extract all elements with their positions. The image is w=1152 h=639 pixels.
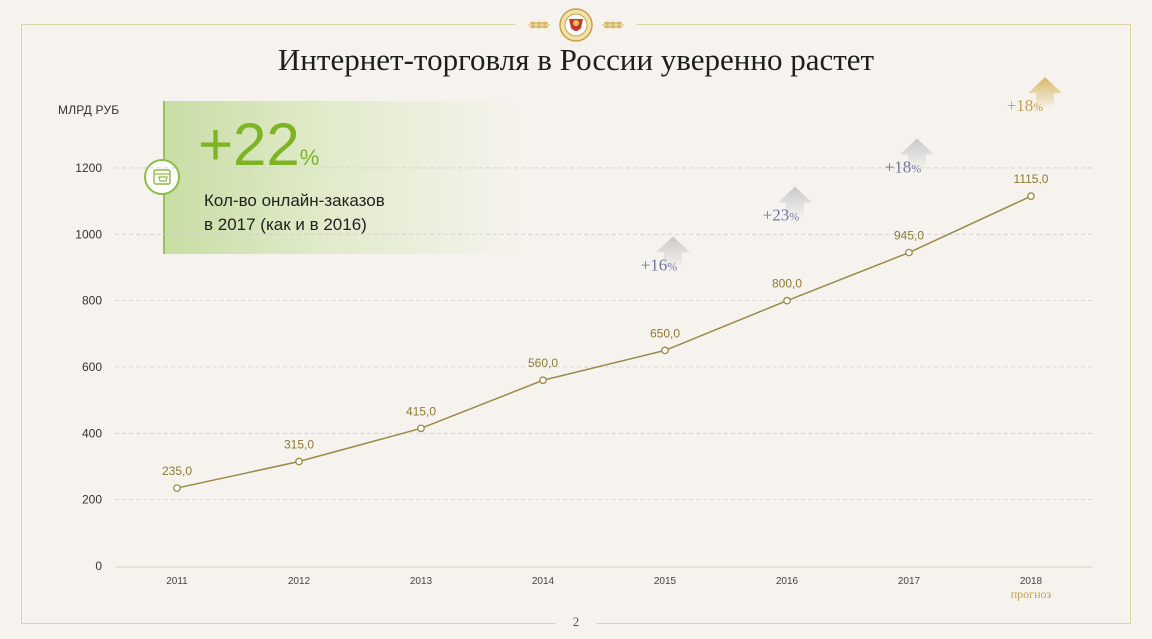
callout-badge [144,159,180,195]
x-tick-label: 2013 [410,576,433,587]
callout-line-2: в 2017 (как и в 2016) [204,215,367,234]
callout-text: Кол-во онлайн-заказов в 2017 (как и в 20… [204,189,385,237]
callout-panel [163,101,525,254]
data-point [1027,192,1035,201]
data-label: 415,0 [406,404,436,418]
y-tick-label: 0 [95,559,102,573]
x-tick-label: 2016 [776,576,799,587]
data-label: 945,0 [894,229,924,243]
y-tick-label: 200 [82,493,102,507]
data-point [661,346,669,355]
x-tick-label: 2018 [1020,576,1043,587]
data-point [539,376,547,385]
page-number: 2 [556,614,596,630]
x-tick-label: 2017 [898,576,921,587]
emblem-icon [559,8,593,42]
x-tick-label: 2012 [288,576,311,587]
page-title: Интернет-торговля в России уверенно раст… [277,42,875,77]
data-label: 800,0 [772,277,802,291]
growth-label: +18% [1007,96,1044,115]
growth-label: +16% [641,255,678,274]
y-tick-label: 400 [82,426,102,440]
growth-arrow-icon [900,138,934,171]
y-tick-label: 800 [82,294,102,308]
wheat-left-icon [528,21,550,29]
callout-value-number: +22 [198,111,300,178]
wheat-right-icon [602,21,624,29]
x-tick-label: 2011 [166,576,188,587]
growth-arrow-icon [656,236,690,269]
cart-icon [153,169,171,185]
y-tick-label: 1200 [75,161,102,175]
callout-value: +22% [198,115,319,175]
header-ornament [516,4,636,46]
growth-label: +18% [885,158,922,177]
data-point [417,424,425,433]
y-axis-unit: МЛРД РУБ [58,103,120,117]
data-point [783,296,791,305]
data-point [295,457,303,466]
growth-label: +23% [763,206,800,225]
series-line [176,195,1032,489]
data-label: 1115,0 [1014,172,1049,186]
growth-arrow-icon [1028,77,1062,110]
data-label: 315,0 [284,438,314,452]
x-tick-label: 2015 [654,576,677,587]
callout-value-suffix: % [299,145,320,170]
growth-arrow-icon [778,186,812,219]
y-tick-label: 600 [82,360,102,374]
data-label: 650,0 [650,326,680,340]
callout-line-1: Кол-во онлайн-заказов [204,191,385,210]
y-tick-label: 1000 [75,227,102,241]
data-point [173,484,181,492]
data-point [905,248,913,257]
forecast-label: прогноз [1011,587,1052,601]
x-tick-label: 2014 [532,576,555,587]
data-label: 235,0 [162,464,192,478]
data-label: 560,0 [528,356,558,370]
